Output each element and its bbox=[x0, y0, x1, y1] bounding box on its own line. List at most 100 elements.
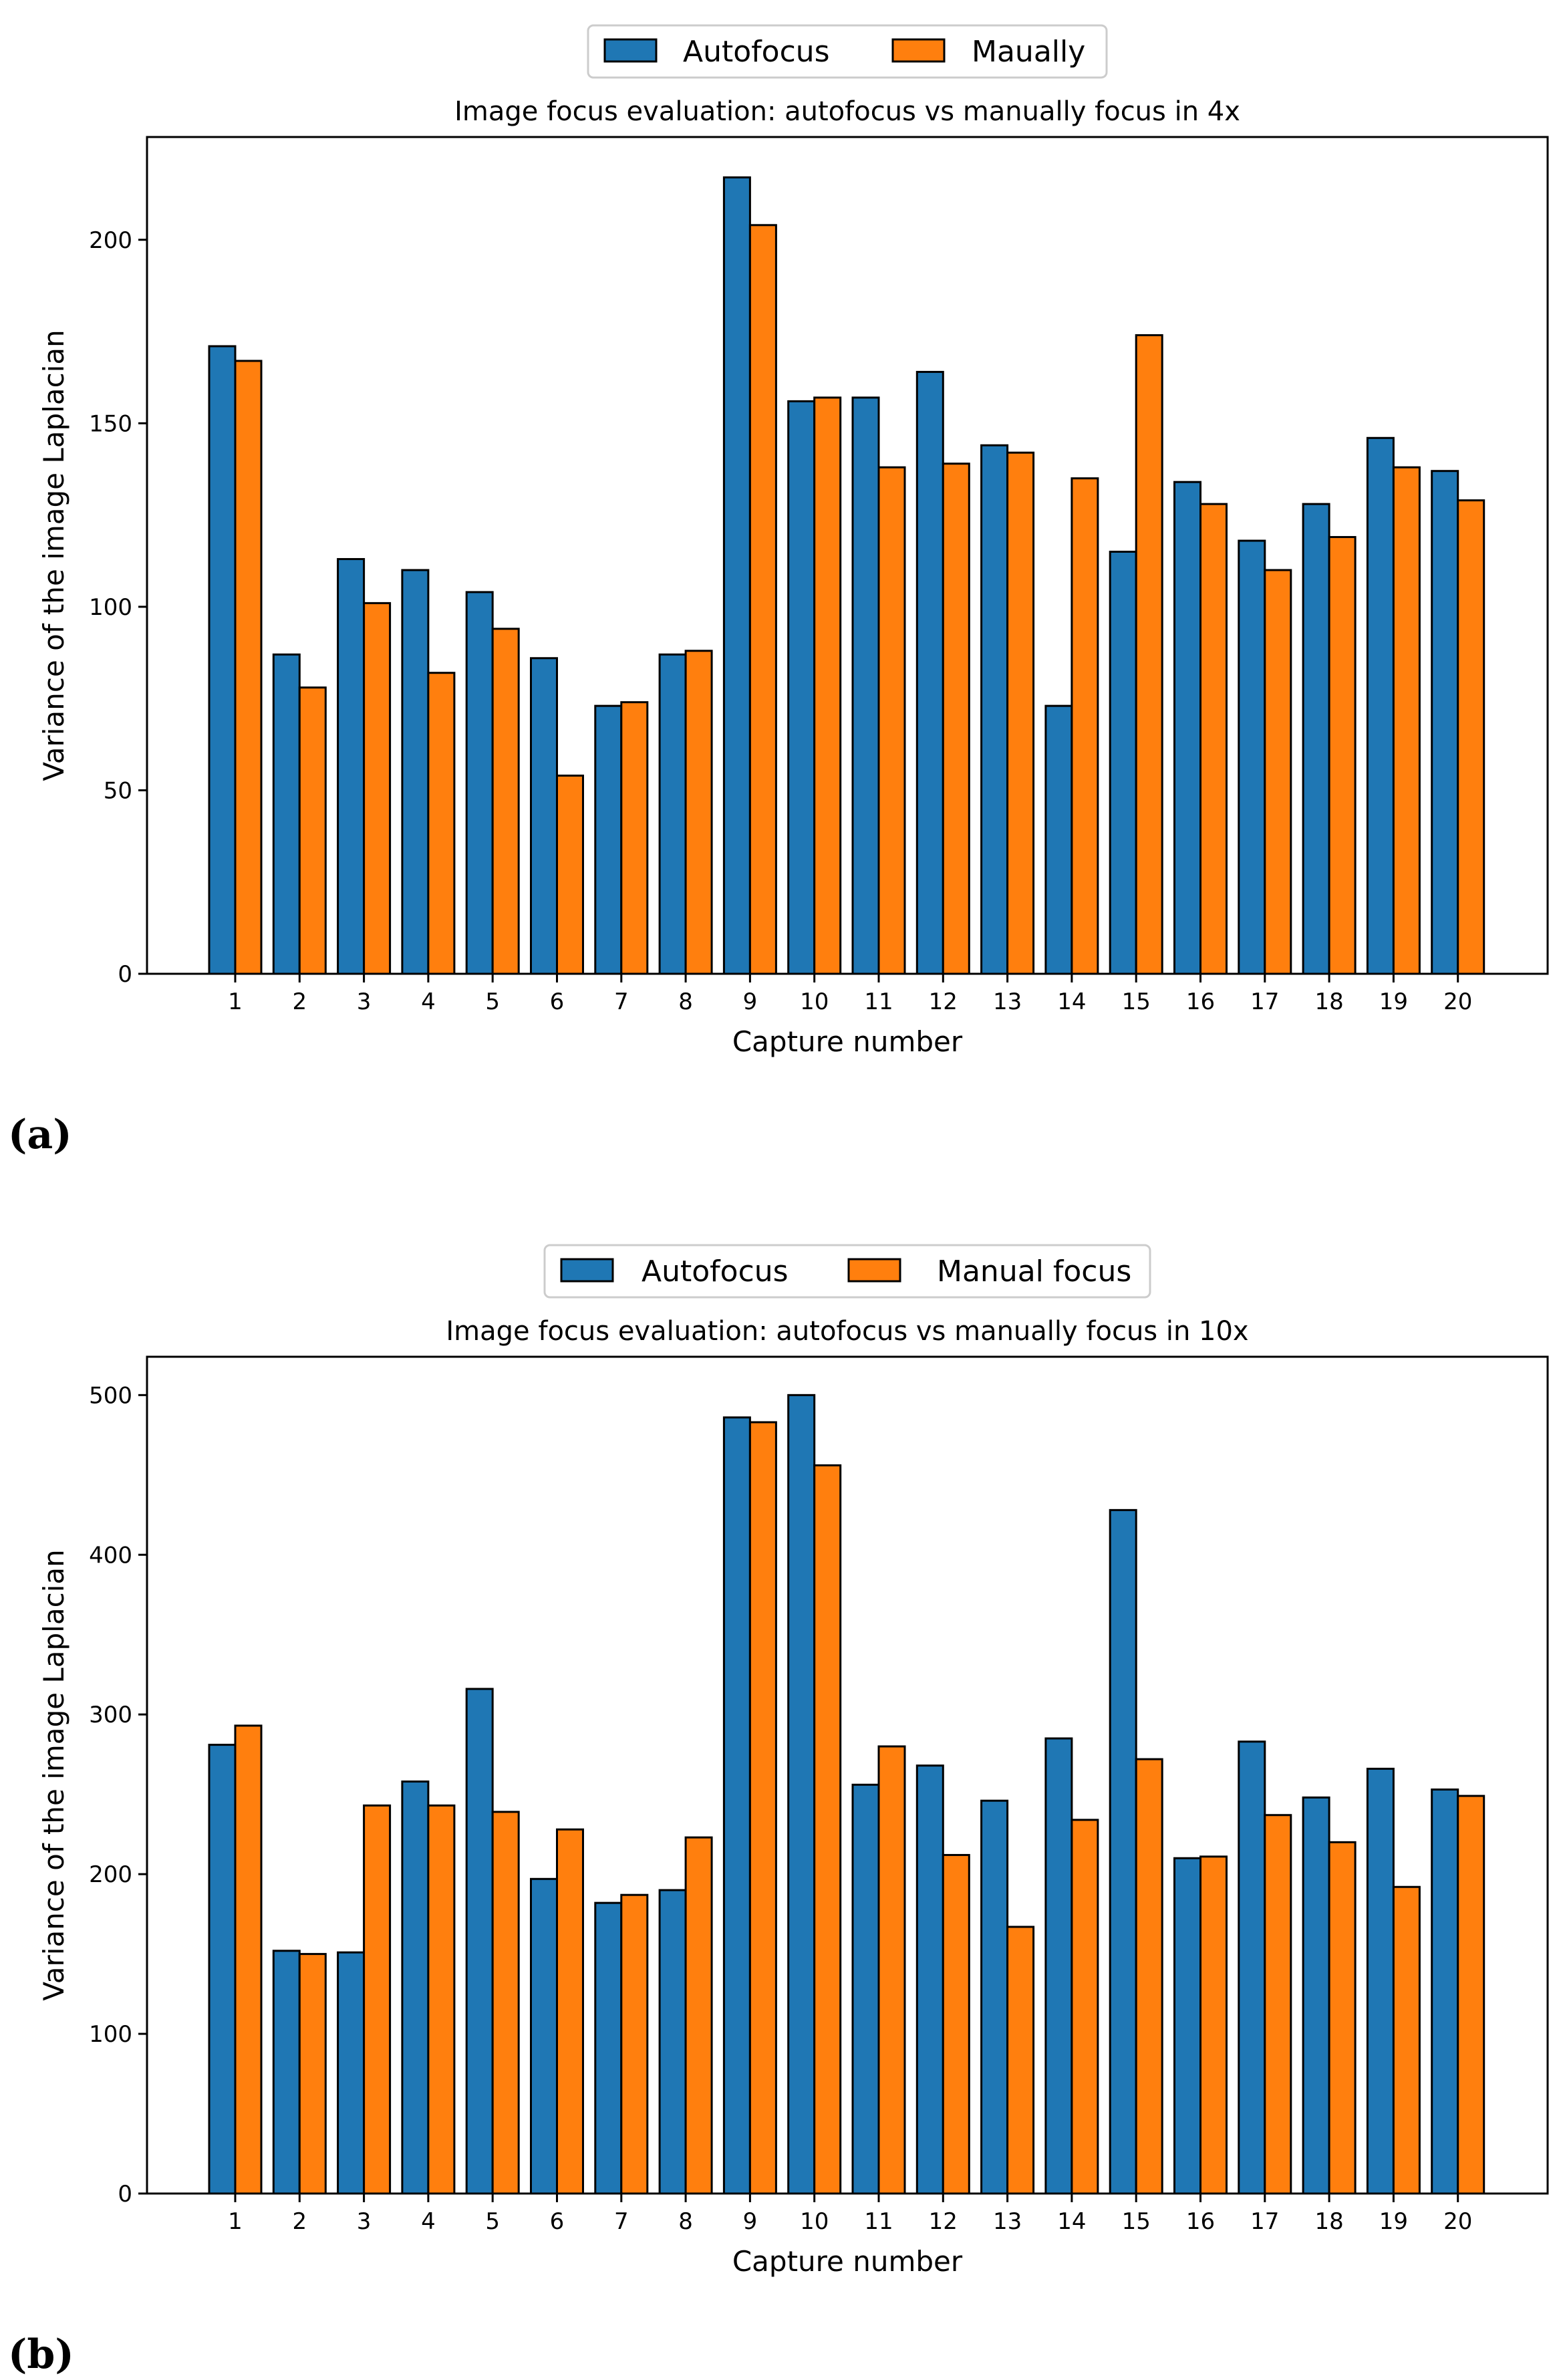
bar-manual-11 bbox=[877, 1745, 906, 2195]
bar-autofocus-8 bbox=[658, 653, 687, 975]
bar-manual-11 bbox=[877, 466, 906, 975]
bar-manual-18 bbox=[1328, 1841, 1357, 2195]
bar-autofocus-11 bbox=[851, 1783, 880, 2195]
x-tick-label: 6 bbox=[550, 988, 565, 1015]
x-tick-label: 10 bbox=[800, 2208, 829, 2235]
bar-manual-12 bbox=[942, 462, 970, 975]
bar-manual-9 bbox=[748, 224, 777, 975]
y-tick-label: 300 bbox=[89, 1702, 132, 1728]
bar-manual-10 bbox=[813, 1464, 842, 2195]
x-axis: 1 2 3 4 5 6 7 8 9 10 11 12 13 14 15 16 17 18 19 20 bbox=[228, 2194, 1472, 2235]
bar-manual-14 bbox=[1071, 1819, 1099, 2195]
x-tick-label: 15 bbox=[1122, 988, 1151, 1015]
bar-autofocus-12 bbox=[915, 1764, 944, 2195]
bar-autofocus-6 bbox=[530, 1877, 558, 2195]
bar-autofocus-1 bbox=[208, 345, 237, 975]
bar-manual-17 bbox=[1264, 569, 1292, 975]
chart-title: Image focus evaluation: autofocus vs man… bbox=[446, 1316, 1248, 1347]
bar-autofocus-4 bbox=[401, 569, 430, 975]
x-tick-label: 8 bbox=[678, 2208, 693, 2235]
x-tick-label: 16 bbox=[1186, 2208, 1215, 2235]
bar-autofocus-17 bbox=[1238, 1740, 1266, 2195]
x-tick-label: 2 bbox=[292, 2208, 307, 2235]
bar-manual-5 bbox=[491, 1811, 520, 2195]
legend-swatch-autofocus bbox=[560, 1258, 614, 1283]
bar-autofocus-4 bbox=[401, 1780, 430, 2195]
chart-title: Image focus evaluation: autofocus vs man… bbox=[454, 96, 1240, 127]
bar-autofocus-10 bbox=[787, 400, 816, 975]
x-tick-label: 19 bbox=[1379, 988, 1408, 1015]
y-tick-label: 200 bbox=[89, 227, 132, 254]
bar-autofocus-13 bbox=[980, 1799, 1009, 2195]
legend: Autofocus Manual focus bbox=[543, 1244, 1151, 1299]
x-tick-label: 4 bbox=[421, 988, 436, 1015]
bar-manual-7 bbox=[620, 1893, 649, 2195]
bar-manual-15 bbox=[1135, 334, 1163, 975]
bar-manual-6 bbox=[556, 774, 584, 975]
bar-manual-7 bbox=[620, 701, 649, 975]
x-tick-label: 12 bbox=[929, 988, 958, 1015]
bar-autofocus-10 bbox=[787, 1394, 816, 2195]
x-tick-label: 6 bbox=[550, 2208, 565, 2235]
x-tick-label: 16 bbox=[1186, 988, 1215, 1015]
chart-panel-a: Autofocus Maually Image focus evaluation… bbox=[37, 24, 1549, 1058]
y-axis: 0 100 200 300 400 500 bbox=[89, 1382, 147, 2208]
legend-box bbox=[543, 1244, 1151, 1299]
legend-label-manual: Maually bbox=[972, 35, 1085, 69]
bar-manual-15 bbox=[1135, 1758, 1163, 2195]
bar-autofocus-20 bbox=[1431, 470, 1459, 975]
bar-autofocus-8 bbox=[658, 1889, 687, 2195]
bar-autofocus-3 bbox=[337, 1951, 366, 2195]
bar-autofocus-15 bbox=[1109, 551, 1137, 975]
bar-manual-10 bbox=[813, 396, 842, 975]
x-axis-label: Capture number bbox=[732, 2245, 963, 2278]
bar-manual-4 bbox=[427, 672, 456, 975]
bar-manual-19 bbox=[1392, 1885, 1421, 2195]
x-tick-label: 13 bbox=[993, 2208, 1022, 2235]
bar-autofocus-5 bbox=[465, 1688, 494, 2195]
bar-manual-3 bbox=[363, 1804, 392, 2195]
bar-manual-1 bbox=[234, 360, 263, 975]
x-tick-label: 17 bbox=[1250, 988, 1279, 1015]
bar-autofocus-2 bbox=[272, 1950, 301, 2195]
legend: Autofocus Maually bbox=[587, 24, 1108, 79]
legend-swatch-manual bbox=[847, 1258, 901, 1283]
x-tick-label: 1 bbox=[228, 988, 243, 1015]
bar-manual-13 bbox=[1006, 451, 1035, 975]
bar-autofocus-16 bbox=[1173, 1857, 1201, 2195]
bar-autofocus-12 bbox=[915, 370, 944, 975]
bar-autofocus-18 bbox=[1302, 503, 1330, 975]
x-tick-label: 11 bbox=[864, 2208, 893, 2235]
bar-manual-12 bbox=[942, 1853, 970, 2195]
bar-manual-18 bbox=[1328, 536, 1357, 975]
bar-manual-2 bbox=[298, 1953, 327, 2195]
y-tick-label: 100 bbox=[89, 2021, 132, 2048]
bar-autofocus-7 bbox=[594, 704, 623, 975]
x-tick-label: 4 bbox=[421, 2208, 436, 2235]
x-tick-label: 7 bbox=[614, 2208, 629, 2235]
legend-label-manual: Manual focus bbox=[937, 1254, 1131, 1289]
panel-letter-a: (a) bbox=[8, 1111, 72, 1158]
y-tick-label: 50 bbox=[104, 777, 132, 804]
bar-autofocus-3 bbox=[337, 557, 366, 975]
bar-manual-20 bbox=[1457, 499, 1485, 975]
bar-autofocus-6 bbox=[530, 657, 558, 975]
bar-autofocus-14 bbox=[1044, 1737, 1073, 2195]
x-tick-label: 12 bbox=[929, 2208, 958, 2235]
bar-manual-1 bbox=[234, 1724, 263, 2195]
x-tick-label: 18 bbox=[1314, 988, 1343, 1015]
bar-manual-20 bbox=[1457, 1795, 1485, 2195]
y-tick-label: 400 bbox=[89, 1542, 132, 1569]
bar-autofocus-19 bbox=[1366, 1767, 1395, 2195]
x-tick-label: 10 bbox=[800, 988, 829, 1015]
x-tick-label: 7 bbox=[614, 988, 629, 1015]
bar-autofocus-16 bbox=[1173, 481, 1201, 975]
bar-autofocus-11 bbox=[851, 396, 880, 975]
bar-autofocus-18 bbox=[1302, 1796, 1330, 2195]
x-tick-label: 13 bbox=[993, 988, 1022, 1015]
plot-frame bbox=[146, 136, 1549, 975]
bar-manual-4 bbox=[427, 1804, 456, 2195]
x-tick-label: 2 bbox=[292, 988, 307, 1015]
bars bbox=[208, 176, 1485, 975]
